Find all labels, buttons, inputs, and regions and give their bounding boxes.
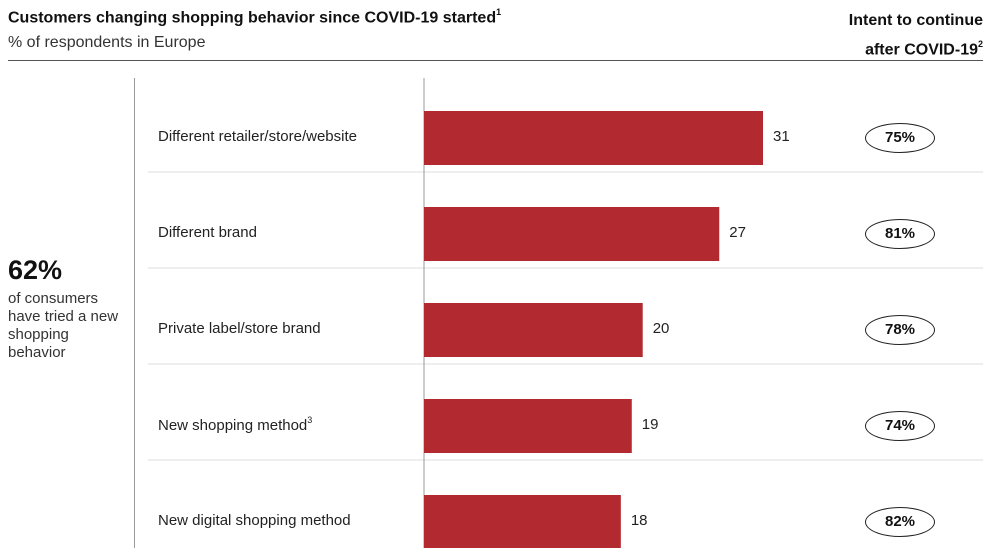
- category-label-text: New digital shopping method: [158, 512, 351, 529]
- intent-badge: 82%: [865, 507, 935, 537]
- title-footnote: 1: [496, 7, 502, 17]
- bar: [424, 303, 643, 357]
- intent-badge: 75%: [865, 123, 935, 153]
- value-label: 20: [652, 320, 670, 337]
- value-label: 19: [641, 416, 659, 433]
- value-label: 18: [630, 512, 648, 529]
- callout-value: 62%: [8, 255, 63, 285]
- chart-title: Customers changing shopping behavior sin…: [8, 7, 502, 27]
- bar: [424, 207, 720, 261]
- category-label: Private label/store brand: [158, 320, 321, 337]
- value-label: 27: [729, 224, 746, 241]
- bar: [424, 495, 621, 548]
- category-label: Different retailer/store/website: [158, 128, 357, 145]
- category-label: Different brand: [158, 224, 257, 241]
- category-label: New shopping method3: [158, 415, 313, 434]
- intent-badge: 74%: [865, 411, 935, 441]
- bar: [424, 399, 632, 453]
- category-label-text: Private label/store brand: [158, 320, 321, 337]
- bar: [424, 111, 763, 165]
- intent-badge: 81%: [865, 219, 935, 249]
- category-label-text: New shopping method: [158, 417, 308, 434]
- intent-footnote: 2: [977, 39, 983, 49]
- intent-title-line1: Intent to continue: [848, 12, 983, 29]
- intent-column-title: Intent to continue after COVID-192: [849, 8, 983, 62]
- category-label: New digital shopping method: [158, 512, 351, 529]
- intent-badge: 78%: [865, 315, 935, 345]
- header-rule: [8, 60, 983, 61]
- value-label: 31: [773, 128, 790, 145]
- category-label-text: Different retailer/store/website: [158, 128, 357, 145]
- category-label-text: Different brand: [158, 224, 257, 241]
- intent-title-line2: after COVID-192: [865, 39, 983, 59]
- chart-subtitle: % of respondents in Europe: [8, 34, 206, 51]
- left-divider: [134, 78, 135, 548]
- callout-text: of consumers have tried a new shopping b…: [8, 290, 119, 361]
- category-footnote: 3: [307, 415, 313, 425]
